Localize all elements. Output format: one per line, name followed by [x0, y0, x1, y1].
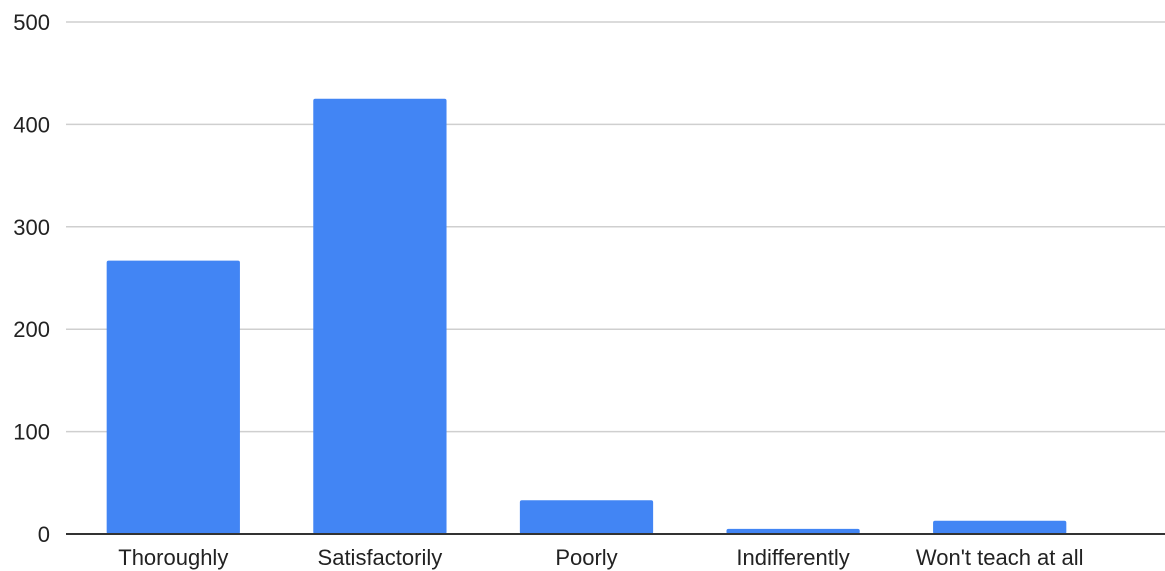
x-tick-label: Thoroughly	[118, 545, 228, 570]
x-tick-label: Won't teach at all	[916, 545, 1084, 570]
y-axis-ticks: 0 100 200 300 400 500	[13, 10, 50, 547]
y-tick-label: 200	[13, 317, 50, 342]
bar-thoroughly	[106, 260, 240, 534]
y-tick-label: 100	[13, 420, 50, 445]
bar-satisfactorily	[313, 98, 447, 535]
bars	[106, 98, 1067, 535]
bar-poorly	[519, 500, 654, 534]
x-tick-label: Satisfactorily	[318, 545, 443, 570]
x-axis-ticks: Thoroughly Satisfactorily Poorly Indifferen…	[118, 545, 1083, 570]
y-tick-label: 500	[13, 10, 50, 35]
x-tick-label: Indifferently	[736, 545, 849, 570]
y-tick-label: 400	[13, 112, 50, 137]
gridlines	[66, 21, 1165, 433]
bar-indifferently	[726, 528, 860, 534]
x-tick-label: Poorly	[555, 545, 617, 570]
y-tick-label: 0	[38, 522, 50, 547]
y-tick-label: 300	[13, 215, 50, 240]
bar-won-t-teach-at-all	[933, 520, 1067, 534]
